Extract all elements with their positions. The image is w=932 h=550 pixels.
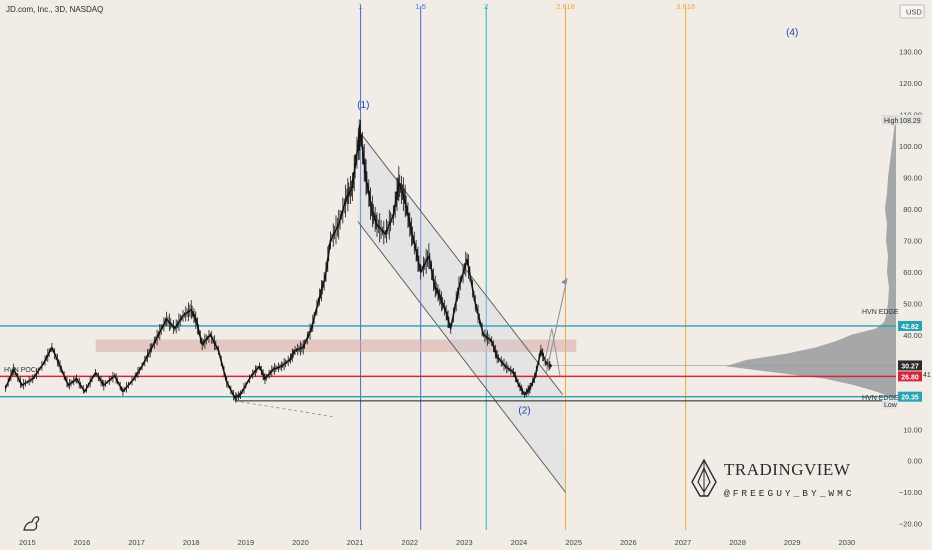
fib-time-lines: 1 1.5 2 2.618 3.618 [358,2,695,530]
price-tag-value-0: 42.82 [901,324,919,331]
y-tick-label: 130.00 [899,47,922,56]
x-tick-label: 2020 [292,538,309,547]
low-tag: Low [884,402,898,409]
y-tick-label: 60.00 [903,268,922,277]
fib-label-4: 3.618 [676,2,695,11]
y-tick-label: 90.00 [903,173,922,182]
price-tags: 42.82 26.80 20.35 30.27 High 108.29 41 Low [882,114,931,409]
x-tick-label: 2018 [183,538,200,547]
high-tag-name: High [884,118,899,125]
x-tick-label: 2029 [784,538,801,547]
y-tick-label: 100.00 [899,142,922,151]
dashed-trendline [234,400,334,418]
tag-extra: 41 [923,372,931,379]
tradingview-logo-icon [691,458,717,497]
wave-labels: (1) (2) (4) [357,28,798,417]
projection-arrow-line [545,278,568,373]
y-tick-label: 120.00 [899,79,922,88]
hvn-poc-label: HVN POC [4,367,36,374]
price-series [4,119,568,403]
currency-label: USD [906,8,922,17]
x-tick-label: 2030 [838,538,855,547]
low-tag-bg [882,399,898,409]
channel-upper-line [360,133,564,395]
high-tag-value: 108.29 [899,118,921,125]
fib-label-1: 1.5 [415,2,425,11]
watermark-handle: @FREEGUY_BY_WMC [724,488,855,499]
price-tag-value-2: 20.35 [901,395,919,402]
chart-title: JD.com, Inc., 3D, NASDAQ [6,5,103,14]
x-tick-label: 2015 [19,538,36,547]
fib-label-2: 2 [484,2,488,11]
fib-label-3: 2.618 [556,2,575,11]
watermark-brand: TRADINGVIEW [724,460,851,479]
wave-label-2: (4) [786,28,798,39]
price-tag-bg-2 [898,391,922,402]
projection-arrow-head [561,278,568,286]
price-tag-bg-0 [898,320,922,331]
price-tag-bg-1 [898,371,922,382]
price-tag-bg-3 [898,360,922,371]
x-tick-label: 2022 [401,538,418,547]
wave-label-0: (1) [357,100,369,111]
x-tick-label: 2023 [456,538,473,547]
volume-profile-shape [726,120,896,398]
hvn-edge-top-label: HVN EDGE [862,309,899,316]
channel-lower-line [357,221,566,493]
projection-zigzag [543,328,561,376]
y-tick-label: 40.00 [903,331,922,340]
y-tick-label: −10.00 [899,488,922,497]
price-tag-value-3: 30.27 [901,363,919,370]
y-tick-label: 70.00 [903,236,922,245]
x-tick-label: 2027 [675,538,692,547]
hvn-edge-bottom-label: HVN EDGE [862,395,899,402]
price-tag-value-1: 26.80 [901,374,919,381]
dino-logo-icon [23,516,40,531]
x-tick-label: 2025 [565,538,582,547]
wave-label-1: (2) [518,406,530,417]
high-tag-bg [898,114,922,125]
x-tick-label: 2019 [238,538,255,547]
y-tick-label: 50.00 [903,299,922,308]
x-tick-label: 2028 [729,538,746,547]
x-tick-label: 2017 [128,538,145,547]
x-tick-label: 2021 [347,538,364,547]
x-axis: 2015 2016 2017 2018 2019 2020 2021 2022 2023 2024… [19,538,855,547]
x-tick-label: 2026 [620,538,637,547]
x-tick-label: 2024 [511,538,528,547]
y-tick-label: 10.00 [903,425,922,434]
x-tick-label: 2016 [74,538,91,547]
fib-label-0: 1 [358,2,362,11]
y-tick-label: 0.00 [907,457,922,466]
y-tick-label: 80.00 [903,205,922,214]
high-tag-name-bg [882,114,898,125]
tradingview-watermark: TRADINGVIEW @FREEGUY_BY_WMC [691,458,855,499]
y-tick-label: −20.00 [899,520,922,529]
volume-profile [726,120,896,398]
currency-button[interactable] [899,4,925,19]
